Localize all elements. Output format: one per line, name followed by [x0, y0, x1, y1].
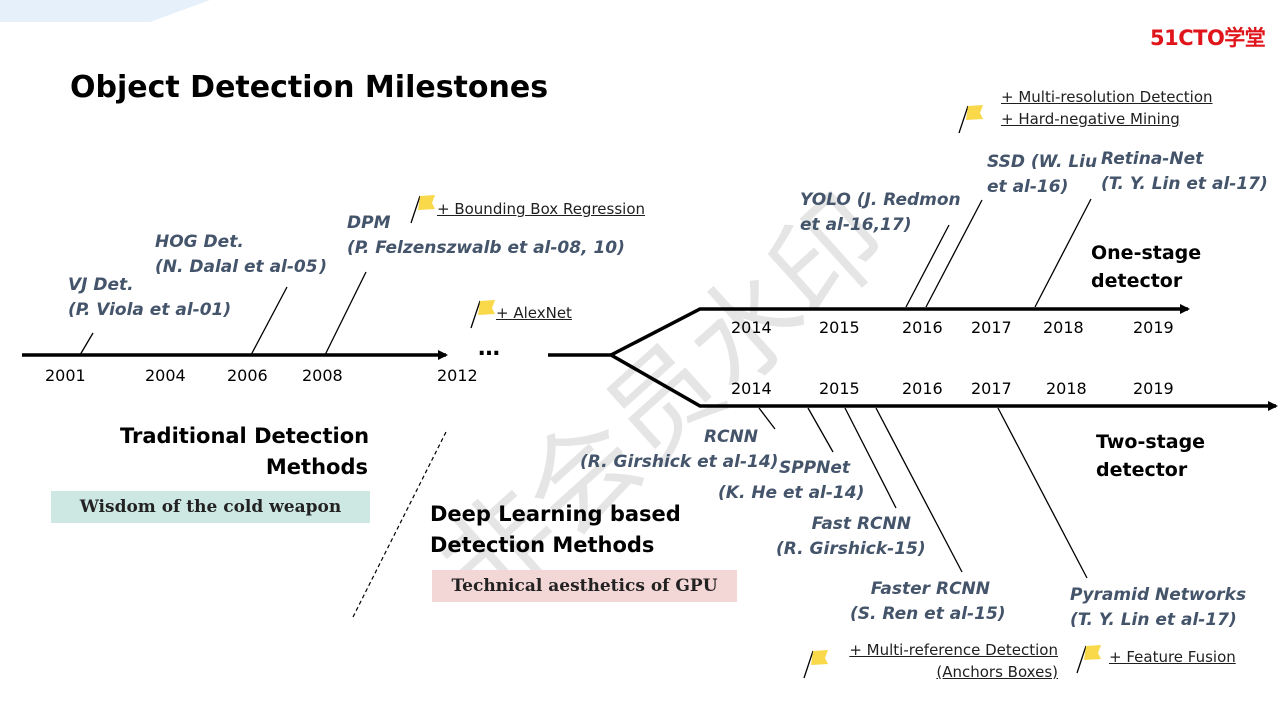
detector-vj: VJ Det. (P. Viola et al-01): [68, 273, 231, 323]
year-label: 2012: [437, 366, 478, 385]
year-label: 2017: [971, 379, 1012, 398]
year-label: 2017: [971, 318, 1012, 337]
two-stage-label: Two-stage detector: [1096, 428, 1205, 484]
heading-line: Detection Methods: [430, 533, 655, 557]
detector-name: RCNN: [703, 427, 758, 447]
year-label: 2008: [302, 366, 343, 385]
detector-name: YOLO (J. Redmon: [800, 190, 961, 210]
year-label: 2016: [902, 318, 943, 337]
year-label: 2006: [227, 366, 268, 385]
detector-cite: (S. Ren et al-15): [850, 604, 1006, 624]
detector-cite: et al-16): [987, 177, 1069, 197]
detector-name: DPM: [347, 213, 391, 233]
detector-cite: (P. Viola et al-01): [68, 300, 232, 320]
flag-icon: [410, 195, 435, 224]
vj-pointer: [79, 332, 94, 356]
detector-cite: (P. Felzenszwalb et al-08, 10): [347, 238, 625, 258]
feature-alexnet: + AlexNet: [496, 304, 572, 322]
corner-decoration: [0, 0, 210, 22]
detector-name: VJ Det.: [68, 275, 134, 295]
detector-yolo: YOLO (J. Redmon et al-16,17): [800, 188, 961, 238]
detector-cite: (K. He et al-14): [718, 483, 865, 503]
brand-logo: 51CTO学堂: [1150, 26, 1266, 50]
ssd-pointer: [925, 199, 983, 308]
year-label: 2019: [1133, 318, 1174, 337]
sppnet-pointer: [807, 407, 834, 453]
stage-line: Two-stage: [1096, 431, 1206, 453]
detector-cite: (T. Y. Lin et al-17): [1101, 174, 1268, 194]
flag-icon: [958, 105, 983, 134]
faster-rcnn-pointer: [875, 407, 963, 573]
year-label: 2016: [902, 379, 943, 398]
retina-pointer: [1034, 198, 1092, 308]
traditional-tag: Wisdom of the cold weapon: [51, 491, 370, 523]
detector-pyramid-networks: Pyramid Networks (T. Y. Lin et al-17): [1070, 583, 1246, 633]
year-label: 2018: [1046, 379, 1087, 398]
feature-multi-resolution: + Multi-resolution Detection: [1001, 88, 1213, 106]
detector-ssd: SSD (W. Liu et al-16): [987, 150, 1097, 200]
ellipsis: …: [478, 336, 500, 361]
one-stage-label: One-stage detector: [1091, 239, 1201, 295]
yolo-pointer: [905, 224, 950, 308]
detector-name: SSD (W. Liu: [987, 152, 1098, 172]
feature-bbox-regression: + Bounding Box Regression: [437, 200, 646, 218]
detector-name: Faster RCNN: [870, 579, 990, 599]
feature-fusion: + Feature Fusion: [1109, 648, 1236, 666]
dpm-pointer: [324, 271, 367, 356]
detector-sppnet: SPPNet (K. He et al-14): [718, 456, 865, 506]
flag-icon: [470, 300, 495, 329]
traditional-heading: Traditional Detection Methods: [120, 421, 370, 483]
detector-name: HOG Det.: [155, 232, 244, 252]
detector-rcnn: RCNN (R. Girshick et al-14): [580, 425, 779, 475]
detector-name: Fast RCNN: [811, 514, 911, 534]
detector-fast-rcnn: Fast RCNN (R. Girshick-15): [776, 512, 926, 562]
rcnn-pointer: [758, 407, 776, 430]
feature-hard-negative: + Hard-negative Mining: [1001, 110, 1180, 128]
year-label: 2015: [819, 318, 860, 337]
detector-cite: (T. Y. Lin et al-17): [1070, 610, 1237, 630]
detector-cite: (R. Girshick et al-14): [580, 452, 779, 472]
stage-line: detector: [1096, 459, 1188, 481]
page-title: Object Detection Milestones: [70, 70, 549, 105]
deep-learning-tag: Technical aesthetics of GPU: [432, 570, 737, 602]
detector-hog: HOG Det. (N. Dalal et al-05 ): [155, 230, 327, 280]
detector-dpm: DPM (P. Felzenszwalb et al-08, 10): [347, 211, 625, 261]
fpn-pointer: [997, 407, 1088, 579]
heading-line: Traditional Detection: [120, 424, 370, 448]
one-stage-branch: [610, 304, 1190, 357]
heading-line: Deep Learning based: [430, 502, 681, 526]
year-label: 2014: [731, 379, 772, 398]
detector-retina-net: Retina-Net (T. Y. Lin et al-17): [1101, 147, 1268, 197]
fast-rcnn-pointer: [844, 407, 897, 509]
detector-faster-rcnn: Faster RCNN (S. Ren et al-15): [850, 577, 1006, 627]
year-label: 2015: [819, 379, 860, 398]
detector-cite: et al-16,17): [800, 215, 912, 235]
year-label: 2014: [731, 318, 772, 337]
feature-line: + Multi-reference Detection: [849, 641, 1058, 659]
feature-multi-reference: + Multi-reference Detection (Anchors Box…: [830, 639, 1058, 683]
detector-name: SPPNet: [778, 458, 850, 478]
detector-name: Pyramid Networks: [1070, 585, 1247, 605]
year-label: 2004: [145, 366, 186, 385]
year-label: 2019: [1133, 379, 1174, 398]
hog-pointer: [250, 286, 288, 356]
detector-cite: (R. Girshick-15): [776, 539, 926, 559]
feature-line: (Anchors Boxes): [936, 663, 1058, 681]
stage-line: One-stage: [1091, 242, 1202, 264]
deep-learning-heading: Deep Learning based Detection Methods: [430, 499, 681, 561]
year-label: 2001: [45, 366, 86, 385]
detector-name: Retina-Net: [1101, 149, 1204, 169]
heading-line: Methods: [265, 455, 368, 479]
two-stage-branch: [610, 353, 1278, 411]
stage-line: detector: [1091, 270, 1183, 292]
flag-icon: [803, 650, 828, 679]
flag-icon: [1076, 645, 1101, 674]
year-label: 2018: [1043, 318, 1084, 337]
detector-cite: (N. Dalal et al-05 ): [155, 257, 328, 277]
